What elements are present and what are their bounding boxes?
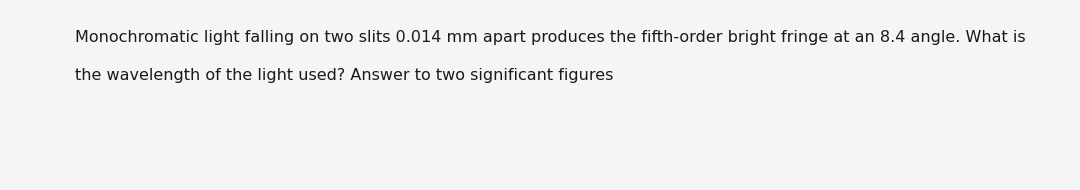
Text: Monochromatic light falling on two slits 0.014 mm apart produces the fifth-order: Monochromatic light falling on two slits… (75, 30, 1026, 45)
Text: the wavelength of the light used? Answer to two significant figures: the wavelength of the light used? Answer… (75, 68, 613, 83)
